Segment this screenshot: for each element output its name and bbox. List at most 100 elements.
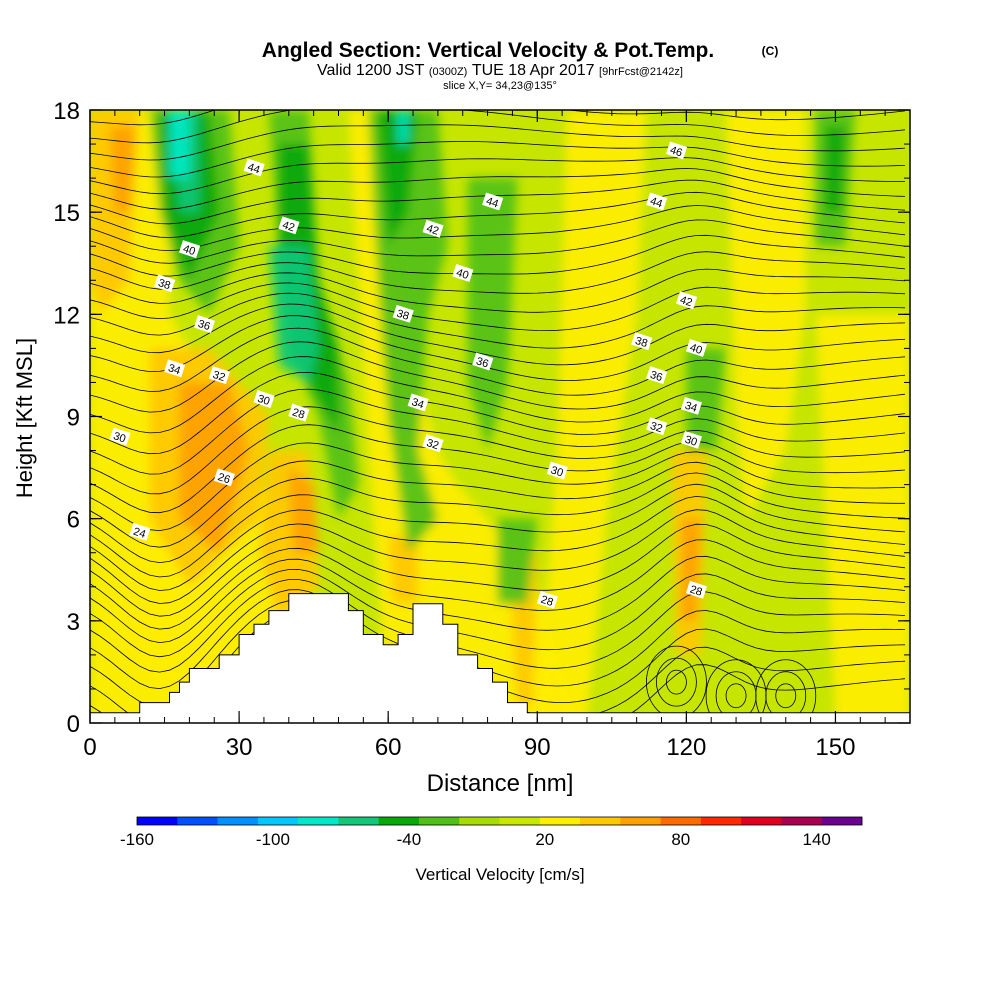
y-tick-label: 0 — [67, 711, 80, 738]
colorbar-swatch — [378, 817, 420, 825]
subtitle-fcst: [9hrFcst@2142z] — [599, 66, 683, 78]
x-tick-label: 60 — [375, 734, 402, 761]
velocity-region — [109, 127, 135, 213]
velocity-region — [398, 110, 409, 145]
theta-contour — [90, 327, 906, 396]
theta-contour — [90, 315, 906, 381]
theta-contour — [90, 472, 906, 564]
theta-label-text: 46 — [668, 144, 683, 159]
theta-label-box — [164, 359, 186, 378]
colorbar-swatch — [741, 817, 782, 825]
theta-label-text: 34 — [410, 396, 425, 411]
velocity-region — [537, 110, 647, 723]
theta-label-text: 34 — [683, 400, 698, 415]
theta-label-text: 40 — [181, 243, 196, 258]
theta-label: 30 — [680, 430, 703, 449]
theta-label-box — [193, 315, 216, 334]
theta-label: 44 — [243, 158, 265, 177]
theta-label: 40 — [685, 338, 708, 357]
theta-contour — [90, 568, 906, 658]
velocity-region — [388, 535, 418, 604]
theta-label: 32 — [422, 434, 444, 452]
theta-label-box — [213, 468, 235, 487]
theta-label-text: 38 — [157, 277, 172, 292]
theta-contour — [775, 683, 797, 709]
x-tick-label: 0 — [83, 734, 96, 761]
theta-label: 28 — [536, 590, 558, 609]
theta-contour — [90, 303, 906, 366]
theta-label-text: 36 — [196, 318, 211, 333]
theta-label-box — [109, 427, 131, 446]
colorbar-tick-label: -40 — [397, 830, 422, 849]
colorbar-frame — [136, 816, 863, 826]
theta-label-text: 28 — [291, 406, 306, 421]
x-tick-label: 150 — [815, 734, 855, 761]
theta-label: 28 — [288, 403, 310, 422]
theta-label-box — [680, 396, 703, 415]
colorbar-swatch — [700, 817, 742, 825]
theta-label-box — [685, 580, 708, 599]
theta-label: 34 — [164, 359, 186, 378]
theta-label-box — [253, 390, 275, 408]
theta-label-text: 26 — [216, 471, 231, 486]
theta-label: 38 — [392, 304, 414, 323]
velocity-region — [726, 110, 806, 519]
velocity-region — [815, 314, 910, 723]
theta-label: 40 — [178, 240, 201, 258]
theta-contour — [90, 179, 906, 225]
theta-label-box — [472, 352, 494, 371]
theta-label-box — [243, 158, 265, 177]
theta-label-box — [154, 274, 176, 293]
theta-label-box — [482, 192, 504, 211]
theta-label-box — [288, 403, 310, 422]
theta-label-box — [546, 461, 568, 480]
theta-contour — [656, 657, 697, 707]
theta-label-box — [685, 338, 708, 357]
theta-contour — [666, 669, 687, 695]
velocity-region — [467, 178, 518, 451]
theta-label: 32 — [208, 366, 230, 385]
theta-contour — [90, 495, 906, 591]
velocity-region — [686, 348, 727, 451]
theta-label-text: 40 — [455, 267, 470, 282]
y-tick-label: 6 — [67, 507, 80, 534]
theta-label-text: 38 — [395, 308, 410, 323]
colorbar-swatch — [821, 817, 863, 825]
theta-label-box — [631, 332, 653, 351]
theta-label-text: 32 — [211, 369, 226, 384]
theta-label-box — [208, 366, 230, 385]
colorbar-swatch — [338, 817, 379, 825]
colorbar-tick-label: 80 — [671, 830, 690, 849]
colorbar-swatch — [660, 817, 702, 825]
theta-contour — [90, 191, 906, 238]
theta-label-text: 44 — [246, 161, 261, 176]
colorbar-swatch — [298, 817, 339, 825]
subtitle-date: TUE 18 Apr 2017 — [472, 62, 595, 79]
theta-label-box — [422, 219, 444, 238]
colorbar-swatch — [177, 817, 218, 825]
x-axis-label: Distance [nm] — [427, 770, 574, 797]
theta-label-box — [665, 141, 688, 160]
theta-contour — [90, 141, 906, 178]
colorbar-swatch — [459, 817, 500, 825]
theta-label: 30 — [253, 390, 275, 408]
plot-area: 44 42 40 38 36 34 32 30 28 30 26 24 44 42 40 38 36 34 32 30… — [90, 110, 910, 723]
theta-label: 26 — [213, 468, 235, 487]
colorbar-tick-label: 140 — [803, 830, 831, 849]
theta-contour — [90, 539, 906, 630]
colorbar-swatch — [257, 817, 299, 825]
theta-contour — [90, 110, 906, 144]
y-tick-label: 3 — [67, 609, 80, 636]
theta-label-box — [680, 430, 703, 449]
theta-label-text: 32 — [649, 420, 664, 435]
theta-label: 30 — [546, 461, 568, 480]
theta-label-text: 44 — [485, 195, 500, 210]
colorbar — [136, 816, 863, 826]
colorbar-swatch — [580, 817, 621, 825]
theta-contour — [90, 388, 906, 475]
theta-label: 28 — [685, 580, 708, 599]
terrain — [90, 593, 910, 723]
theta-label-box — [392, 304, 414, 323]
x-tick-label: 120 — [666, 734, 706, 761]
